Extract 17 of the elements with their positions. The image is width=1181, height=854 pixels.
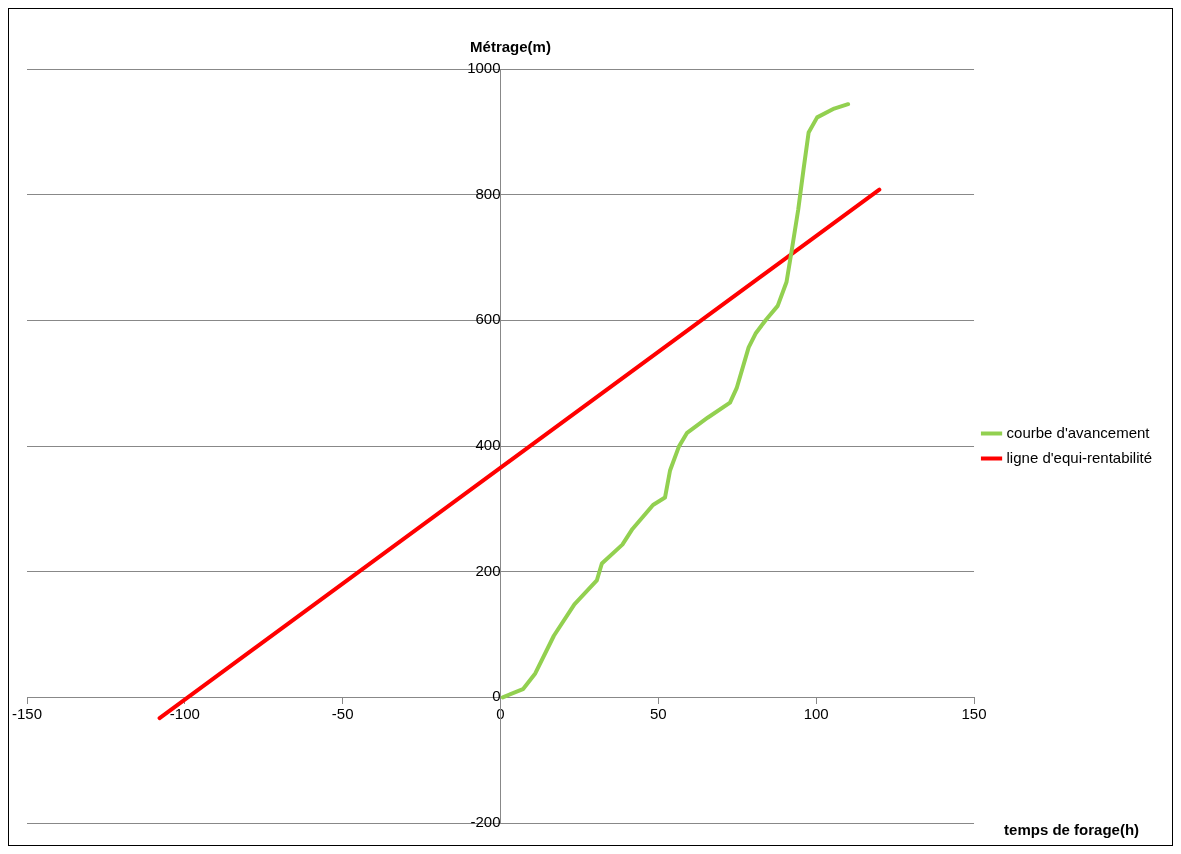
x-tick-label: 50: [650, 705, 667, 723]
legend-label: ligne d'equi-rentabilité: [1006, 448, 1153, 466]
x-tick-label: 150: [961, 705, 987, 723]
y-axis-title: Métrage(m): [470, 37, 551, 55]
y-tick-label: 600: [475, 310, 501, 328]
x-tick-label: 100: [803, 705, 829, 723]
legend-label: courbe d'avancement: [1006, 423, 1151, 441]
y-tick-label: 400: [475, 436, 501, 454]
x-tick-label: -150: [12, 705, 43, 723]
y-tick-label: 200: [475, 561, 501, 579]
x-axis-title: temps de forage(h): [1004, 821, 1140, 839]
x-tick-label: -100: [169, 705, 200, 723]
y-tick-label: 800: [475, 184, 501, 202]
y-tick-label: 1000: [467, 59, 501, 77]
y-tick-label: -200: [470, 813, 501, 831]
x-tick-label: -50: [331, 705, 354, 723]
y-tick-label: 0: [492, 687, 501, 705]
